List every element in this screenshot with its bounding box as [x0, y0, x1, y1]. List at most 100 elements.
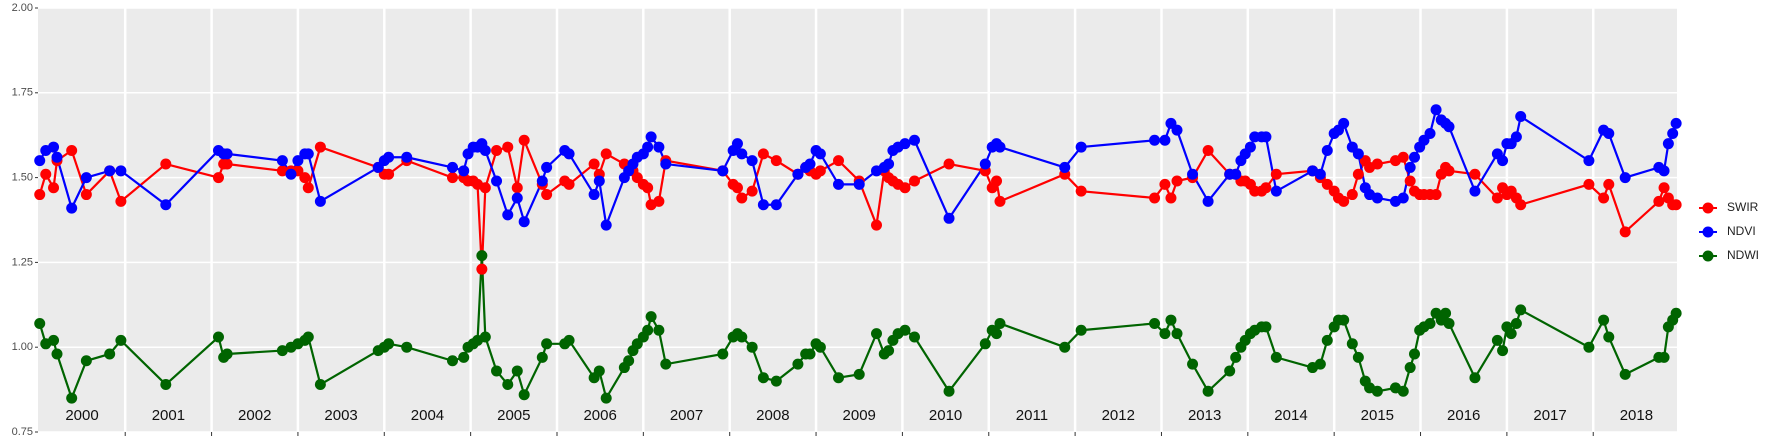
data-point — [1408, 348, 1420, 360]
data-point — [908, 175, 920, 187]
data-point — [833, 178, 845, 190]
data-point — [908, 134, 920, 146]
data-point — [979, 158, 991, 170]
data-point — [34, 189, 46, 201]
data-point — [104, 348, 116, 360]
data-point — [653, 141, 665, 153]
x-tick-label: 2010 — [929, 407, 962, 424]
x-tick-label: 2002 — [238, 407, 271, 424]
data-point — [804, 348, 816, 360]
data-point — [1497, 155, 1509, 167]
data-point — [518, 216, 530, 228]
data-point — [446, 172, 458, 184]
x-tick-label: 2011 — [1016, 407, 1048, 424]
data-point — [994, 317, 1006, 329]
data-point — [1371, 385, 1383, 397]
data-point — [1510, 317, 1522, 329]
x-tick-label: 2007 — [670, 407, 703, 424]
data-point — [1075, 185, 1087, 197]
data-point — [1321, 144, 1333, 156]
data-point — [1404, 161, 1416, 173]
data-point — [1430, 104, 1442, 116]
data-point — [1260, 131, 1272, 143]
data-point — [536, 351, 548, 363]
x-tick-label: 2017 — [1533, 407, 1566, 424]
data-point — [115, 165, 127, 177]
data-point — [212, 331, 224, 343]
data-point — [66, 392, 78, 404]
data-point — [314, 379, 326, 391]
data-point — [292, 155, 304, 167]
data-point — [1515, 111, 1527, 123]
data-point — [731, 138, 743, 150]
data-point — [1270, 185, 1282, 197]
data-point — [511, 192, 523, 204]
x-tick-label: 2014 — [1274, 407, 1307, 424]
data-point — [1202, 385, 1214, 397]
data-point — [66, 144, 78, 156]
data-point — [1352, 148, 1364, 160]
data-point — [160, 379, 172, 391]
data-point — [770, 155, 782, 167]
y-tick-label: 1.00 — [12, 341, 33, 353]
data-point — [1424, 317, 1436, 329]
data-point — [302, 148, 314, 160]
data-point — [1260, 182, 1272, 194]
x-tick-label: 2008 — [756, 407, 789, 424]
data-point — [642, 182, 654, 194]
data-point — [1202, 195, 1214, 207]
data-point — [853, 178, 865, 190]
data-point — [717, 165, 729, 177]
y-tick-label: 1.25 — [12, 256, 33, 268]
data-point — [1270, 351, 1282, 363]
data-point — [994, 141, 1006, 153]
plot-panel — [38, 8, 1677, 432]
data-point — [792, 168, 804, 180]
data-point — [1149, 317, 1161, 329]
data-point — [563, 334, 575, 346]
data-point — [1491, 192, 1503, 204]
data-point — [1314, 168, 1326, 180]
data-point — [212, 172, 224, 184]
data-point — [383, 338, 395, 350]
data-point — [994, 195, 1006, 207]
data-point — [1224, 365, 1236, 377]
x-tick-label: 2012 — [1102, 407, 1135, 424]
data-point — [563, 178, 575, 190]
data-point — [623, 355, 635, 367]
data-point — [48, 182, 60, 194]
data-point — [1187, 358, 1199, 370]
data-point — [1515, 199, 1527, 211]
legend-marker — [1702, 226, 1714, 238]
data-point — [458, 165, 470, 177]
data-point — [757, 372, 769, 384]
x-tick-label: 2013 — [1188, 407, 1221, 424]
data-point — [593, 175, 605, 187]
data-point — [1352, 168, 1364, 180]
data-point — [314, 195, 326, 207]
data-point — [1171, 124, 1183, 136]
data-point — [1653, 195, 1665, 207]
data-point — [943, 385, 955, 397]
data-point — [943, 158, 955, 170]
data-point — [276, 165, 288, 177]
data-point — [899, 138, 911, 150]
data-point — [653, 324, 665, 336]
data-point — [853, 368, 865, 380]
data-point — [1230, 351, 1242, 363]
data-point — [883, 158, 895, 170]
data-point — [1440, 307, 1452, 319]
data-point — [1075, 141, 1087, 153]
data-point — [736, 148, 748, 160]
data-point — [1662, 138, 1674, 150]
data-point — [80, 355, 92, 367]
data-point — [1338, 117, 1350, 129]
legend-marker — [1702, 250, 1714, 262]
data-point — [104, 165, 116, 177]
x-tick-label: 2000 — [65, 407, 98, 424]
data-point — [717, 348, 729, 360]
data-point — [899, 324, 911, 336]
data-point — [511, 365, 523, 377]
data-point — [1244, 141, 1256, 153]
data-point — [757, 199, 769, 211]
